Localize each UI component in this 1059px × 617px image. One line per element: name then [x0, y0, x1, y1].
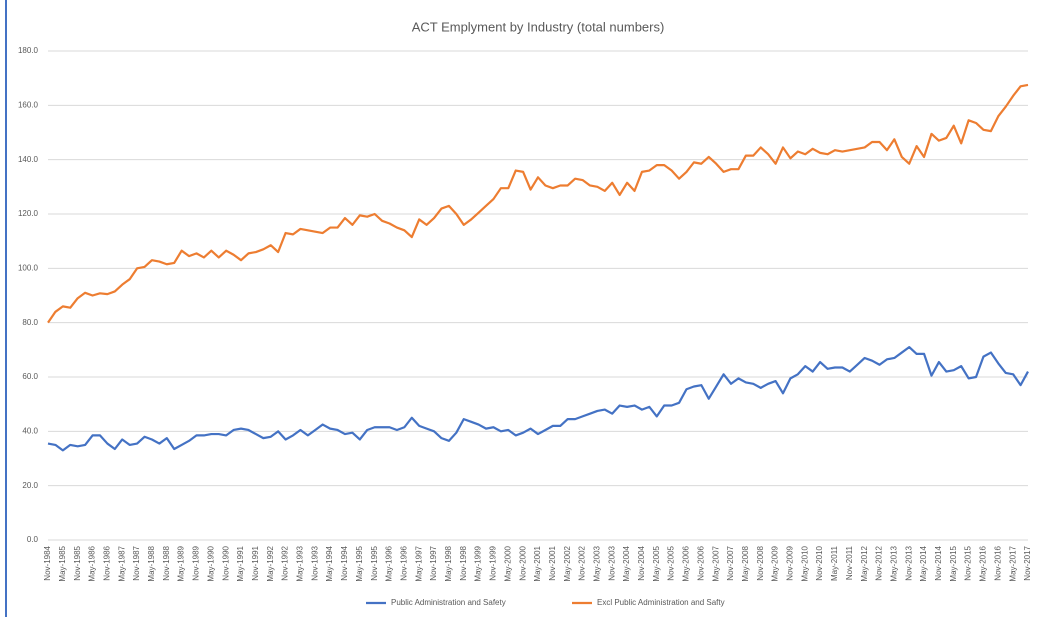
x-tick-label: May-1998 [444, 545, 453, 581]
x-tick-label: Nov-2000 [518, 545, 527, 580]
x-tick-label: May-2013 [889, 545, 898, 581]
x-tick-label: Nov-1993 [310, 545, 319, 580]
x-tick-label: May-2012 [860, 545, 869, 581]
x-tick-label: May-1985 [58, 545, 67, 581]
x-tick-label: May-2016 [979, 545, 988, 581]
x-tick-label: Nov-2003 [607, 545, 616, 580]
x-tick-label: Nov-1994 [340, 545, 349, 580]
legend-label: Public Administration and Safety [391, 598, 506, 607]
y-tick-label: 160.0 [18, 100, 39, 109]
legend-label: Excl Public Administration and Safty [597, 598, 725, 607]
x-tick-label: Nov-2002 [578, 545, 587, 580]
x-tick-label: Nov-1990 [221, 545, 230, 580]
x-tick-label: May-2003 [593, 545, 602, 581]
x-tick-label: May-1997 [414, 545, 423, 581]
x-tick-label: May-1993 [296, 545, 305, 581]
x-tick-label: May-1988 [147, 545, 156, 581]
x-tick-label: May-2017 [1008, 545, 1017, 581]
x-tick-label: May-2015 [949, 545, 958, 581]
x-tick-label: May-2011 [830, 545, 839, 581]
y-tick-label: 120.0 [18, 209, 39, 218]
x-tick-label: May-1986 [88, 545, 97, 581]
x-tick-label: May-1996 [385, 545, 394, 581]
x-tick-label: May-1999 [474, 545, 483, 581]
series-line [47, 83, 1029, 324]
x-tick-label: May-1990 [206, 545, 215, 581]
x-tick-label: May-1987 [117, 545, 126, 581]
x-tick-label: Nov-1995 [370, 545, 379, 580]
y-tick-label: 180.0 [18, 46, 39, 55]
x-tick-label: Nov-1989 [192, 545, 201, 580]
x-tick-label: May-2007 [711, 545, 720, 581]
x-tick-label: Nov-1999 [489, 545, 498, 580]
x-tick-label: Nov-1987 [132, 545, 141, 580]
y-tick-label: 0.0 [27, 535, 39, 544]
chart-title: ACT Emplyment by Industry (total numbers… [412, 19, 665, 34]
x-tick-label: May-2009 [771, 545, 780, 581]
x-tick-label: May-2008 [741, 545, 750, 581]
y-tick-label: 40.0 [22, 426, 38, 435]
x-tick-label: Nov-2010 [815, 545, 824, 580]
x-tick-label: May-1991 [236, 545, 245, 581]
x-tick-label: May-2005 [652, 545, 661, 581]
x-tick-label: Nov-2005 [667, 545, 676, 580]
x-tick-label: Nov-2007 [726, 545, 735, 580]
y-tick-label: 100.0 [18, 263, 39, 272]
x-tick-label: May-1995 [355, 545, 364, 581]
x-tick-label: May-2000 [503, 545, 512, 581]
x-tick-label: May-1989 [177, 545, 186, 581]
x-tick-label: Nov-2004 [637, 545, 646, 580]
y-tick-label: 140.0 [18, 155, 39, 164]
x-tick-label: May-1994 [325, 545, 334, 581]
x-tick-label: Nov-2017 [1023, 545, 1032, 580]
x-tick-label: May-2006 [682, 545, 691, 581]
y-tick-label: 80.0 [22, 318, 38, 327]
y-tick-label: 60.0 [22, 372, 38, 381]
x-tick-label: Nov-1998 [459, 545, 468, 580]
x-tick-label: Nov-2015 [964, 545, 973, 580]
x-tick-label: Nov-2001 [548, 545, 557, 580]
x-tick-label: Nov-2009 [786, 545, 795, 580]
x-tick-label: Nov-1991 [251, 545, 260, 580]
x-tick-label: Nov-1984 [43, 545, 52, 580]
x-tick-label: Nov-2013 [904, 545, 913, 580]
x-tick-label: Nov-2012 [875, 545, 884, 580]
x-tick-label: Nov-1985 [73, 545, 82, 580]
x-tick-label: May-1992 [266, 545, 275, 581]
x-tick-label: Nov-1992 [281, 545, 290, 580]
y-tick-label: 20.0 [22, 481, 38, 490]
x-tick-label: Nov-2016 [993, 545, 1002, 580]
x-tick-label: May-2010 [800, 545, 809, 581]
x-tick-label: Nov-1996 [399, 545, 408, 580]
x-tick-label: Nov-1997 [429, 545, 438, 580]
x-tick-label: Nov-2006 [696, 545, 705, 580]
x-tick-label: May-2001 [533, 545, 542, 581]
x-tick-label: May-2002 [563, 545, 572, 581]
x-tick-label: Nov-1986 [103, 545, 112, 580]
x-tick-label: May-2004 [622, 545, 631, 581]
x-tick-label: Nov-2008 [756, 545, 765, 580]
x-tick-label: Nov-2011 [845, 545, 854, 580]
series-line [47, 346, 1029, 452]
x-tick-label: Nov-1988 [162, 545, 171, 580]
x-tick-label: May-2014 [919, 545, 928, 581]
x-tick-label: Nov-2014 [934, 545, 943, 580]
